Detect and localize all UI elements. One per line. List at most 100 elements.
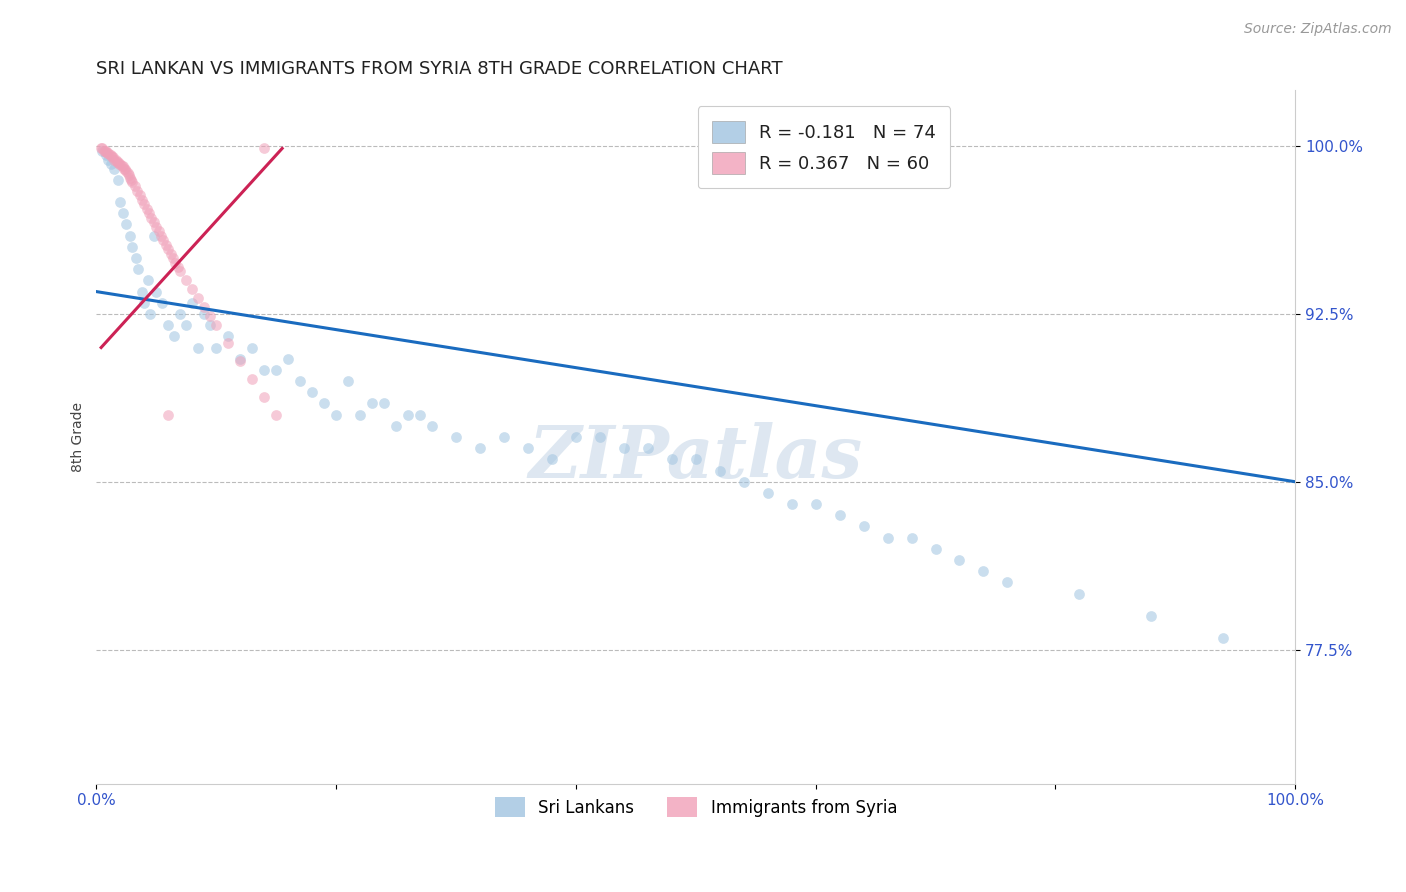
- Point: [828, 508, 851, 523]
- Point: [444, 430, 467, 444]
- Point: [229, 354, 252, 368]
- Point: [174, 273, 197, 287]
- Point: [373, 396, 395, 410]
- Text: ZIPatlas: ZIPatlas: [529, 422, 863, 493]
- Point: [108, 157, 131, 171]
- Point: [118, 170, 141, 185]
- Point: [169, 307, 191, 321]
- Point: [240, 341, 263, 355]
- Point: [100, 148, 122, 162]
- Point: [169, 264, 191, 278]
- Point: [924, 541, 946, 556]
- Point: [187, 341, 209, 355]
- Point: [264, 363, 287, 377]
- Point: [948, 553, 970, 567]
- Point: [152, 233, 174, 247]
- Point: [217, 336, 239, 351]
- Text: SRI LANKAN VS IMMIGRANTS FROM SYRIA 8TH GRADE CORRELATION CHART: SRI LANKAN VS IMMIGRANTS FROM SYRIA 8TH …: [97, 60, 783, 78]
- Point: [103, 161, 125, 176]
- Point: [1212, 632, 1234, 646]
- Point: [165, 255, 187, 269]
- Point: [780, 497, 803, 511]
- Point: [181, 282, 204, 296]
- Point: [229, 351, 252, 366]
- Point: [93, 144, 115, 158]
- Point: [396, 408, 419, 422]
- Point: [120, 173, 142, 187]
- Point: [91, 141, 114, 155]
- Point: [162, 251, 184, 265]
- Point: [131, 285, 153, 299]
- Point: [125, 251, 148, 265]
- Point: [98, 148, 121, 162]
- Point: [900, 531, 922, 545]
- Point: [94, 144, 117, 158]
- Point: [1069, 586, 1091, 600]
- Legend: Sri Lankans, Immigrants from Syria: Sri Lankans, Immigrants from Syria: [488, 790, 904, 824]
- Point: [111, 206, 134, 220]
- Point: [516, 441, 538, 455]
- Point: [613, 441, 636, 455]
- Point: [118, 228, 141, 243]
- Point: [200, 318, 222, 333]
- Point: [110, 157, 132, 171]
- Point: [181, 295, 204, 310]
- Point: [187, 291, 209, 305]
- Point: [118, 168, 141, 182]
- Point: [90, 141, 112, 155]
- Point: [852, 519, 875, 533]
- Point: [121, 240, 143, 254]
- Point: [121, 175, 143, 189]
- Point: [277, 351, 299, 366]
- Point: [193, 300, 215, 314]
- Point: [96, 145, 118, 160]
- Point: [124, 179, 146, 194]
- Point: [139, 307, 162, 321]
- Point: [174, 318, 197, 333]
- Point: [972, 564, 994, 578]
- Text: Source: ZipAtlas.com: Source: ZipAtlas.com: [1244, 22, 1392, 37]
- Point: [661, 452, 683, 467]
- Point: [97, 145, 120, 160]
- Point: [163, 329, 186, 343]
- Point: [997, 575, 1019, 590]
- Point: [685, 452, 707, 467]
- Point: [709, 464, 731, 478]
- Point: [1140, 609, 1163, 624]
- Point: [325, 408, 347, 422]
- Point: [167, 260, 190, 274]
- Point: [150, 295, 173, 310]
- Point: [105, 154, 128, 169]
- Point: [91, 144, 114, 158]
- Point: [110, 159, 132, 173]
- Point: [217, 329, 239, 343]
- Point: [205, 318, 228, 333]
- Point: [565, 430, 588, 444]
- Point: [134, 295, 156, 310]
- Point: [301, 385, 323, 400]
- Point: [150, 228, 173, 243]
- Point: [288, 374, 311, 388]
- Point: [253, 141, 276, 155]
- Point: [117, 166, 139, 180]
- Point: [141, 211, 163, 225]
- Point: [876, 531, 898, 545]
- Point: [264, 408, 287, 422]
- Point: [145, 285, 167, 299]
- Point: [409, 408, 432, 422]
- Point: [112, 161, 135, 176]
- Point: [97, 153, 120, 167]
- Point: [134, 197, 156, 211]
- Point: [541, 452, 564, 467]
- Point: [349, 408, 371, 422]
- Point: [104, 153, 127, 167]
- Point: [637, 441, 659, 455]
- Point: [145, 219, 167, 234]
- Point: [131, 193, 153, 207]
- Point: [114, 161, 136, 176]
- Point: [361, 396, 384, 410]
- Point: [159, 246, 181, 260]
- Point: [385, 418, 408, 433]
- Point: [157, 408, 180, 422]
- Point: [101, 150, 124, 164]
